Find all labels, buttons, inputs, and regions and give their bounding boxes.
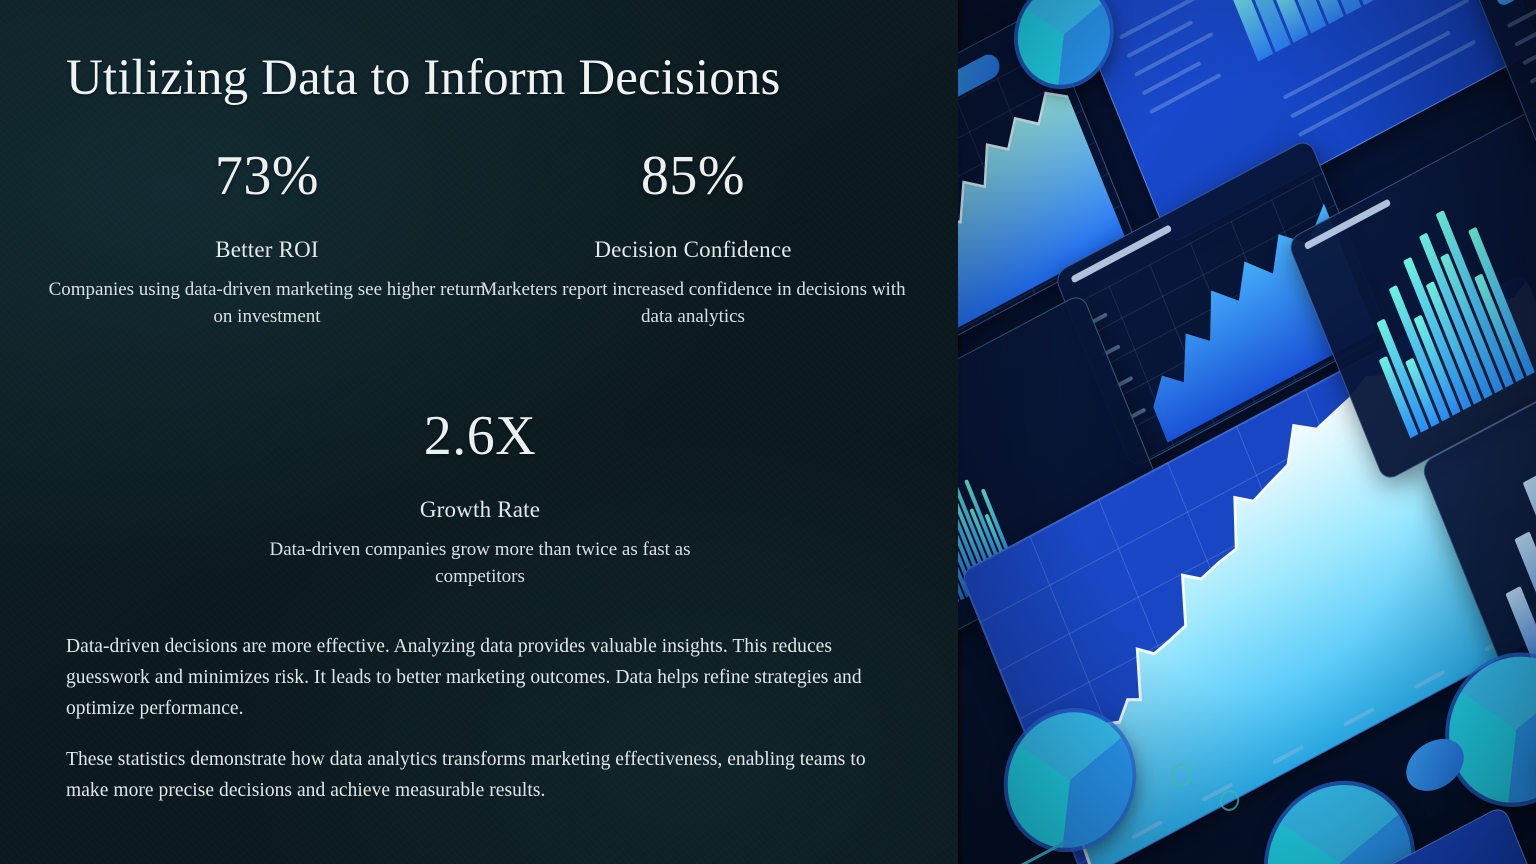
bar-chart-side xyxy=(1339,195,1535,439)
stat-card-better-roi: 73% Better ROI Companies using data-driv… xyxy=(46,148,488,331)
list-row-highlight xyxy=(1487,0,1536,8)
stat-description: Data-driven companies grow more than twi… xyxy=(269,539,691,587)
stat-label: Decision Confidence xyxy=(594,237,792,262)
stat-value: 2.6X xyxy=(423,405,537,467)
stat-value: 73% xyxy=(214,145,320,207)
stat-description: Marketers report increased confidence in… xyxy=(480,279,906,327)
table-text-row xyxy=(1297,39,1476,138)
list-text-row xyxy=(1514,0,1536,47)
area-chart-small xyxy=(958,56,1126,354)
paragraph-text: Data-driven decisions are more effective… xyxy=(66,636,862,719)
body-paragraph-two: These statistics demonstrate how data an… xyxy=(66,745,894,807)
illustration-card-line-chart xyxy=(958,7,1137,382)
legend-line-indicator xyxy=(1005,839,1069,864)
stat-card-growth-rate: 2.6X Growth Rate Data-driven companies g… xyxy=(258,408,702,591)
paragraph-text: These statistics demonstrate how data an… xyxy=(66,749,866,801)
table-text-row xyxy=(1149,72,1222,115)
dashboard-illustration xyxy=(958,0,1536,864)
content-panel: Utilizing Data to Inform Decisions 73% B… xyxy=(0,0,958,864)
stat-label: Better ROI xyxy=(215,237,319,262)
list-text-row xyxy=(1529,40,1536,85)
table-text-row xyxy=(1290,30,1451,119)
body-paragraph-one: Data-driven decisions are more effective… xyxy=(66,632,894,724)
isometric-stage xyxy=(958,0,1536,864)
stat-description: Companies using data-driven marketing se… xyxy=(48,279,486,327)
stat-value: 85% xyxy=(640,145,746,207)
list-text-row xyxy=(1506,0,1536,29)
table-text-row xyxy=(1134,31,1214,77)
stat-label: Growth Rate xyxy=(419,497,541,522)
page-title: Utilizing Data to Inform Decisions xyxy=(66,50,781,106)
stat-card-decision-confidence: 85% Decision Confidence Marketers report… xyxy=(472,148,914,331)
